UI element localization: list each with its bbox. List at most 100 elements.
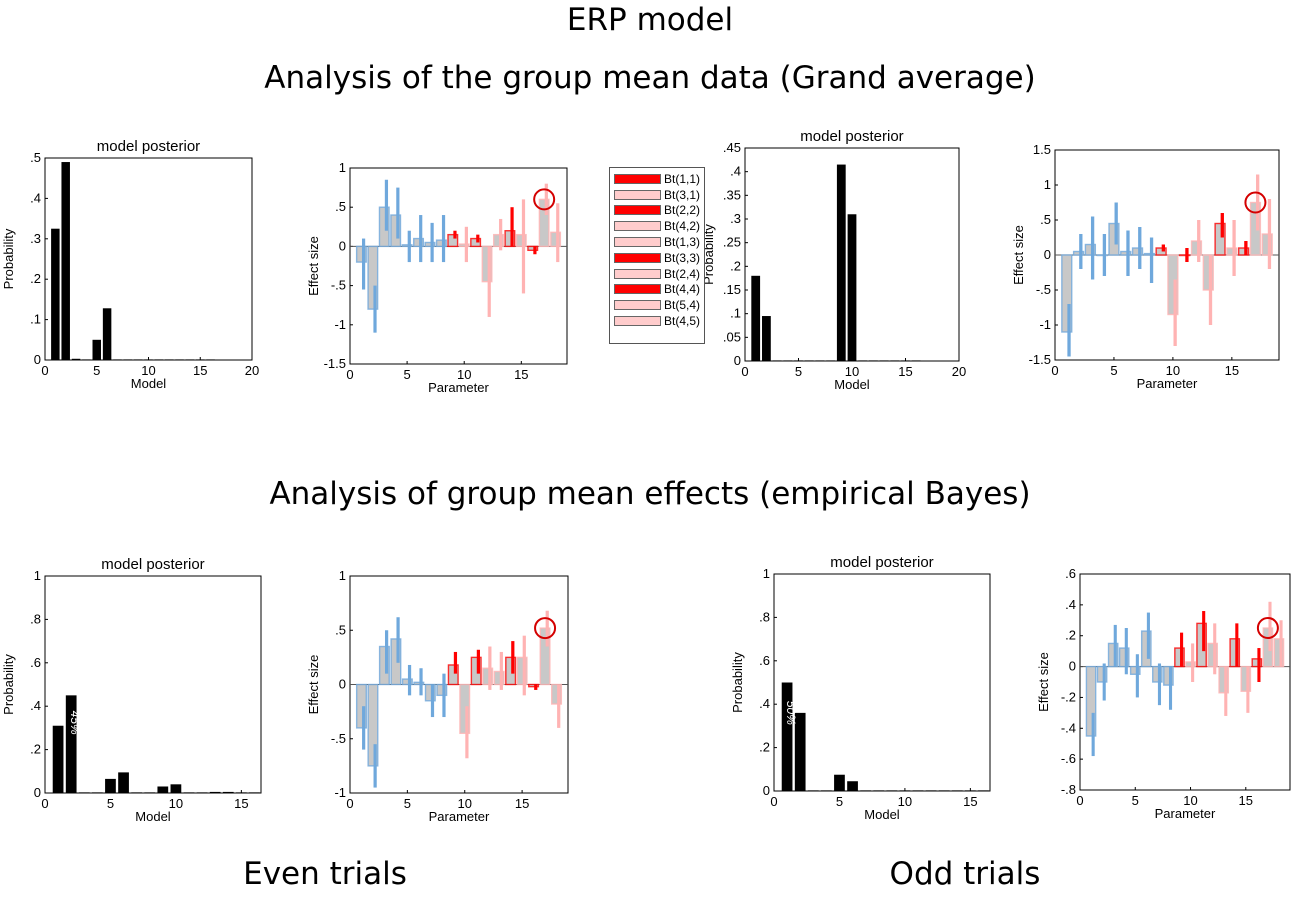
credible-interval bbox=[1157, 663, 1162, 706]
highlight-circle bbox=[533, 188, 556, 211]
y-tick-label: -.4 bbox=[1061, 720, 1076, 735]
credible-interval bbox=[465, 706, 469, 759]
effect-bar bbox=[527, 245, 539, 252]
posterior-bar bbox=[772, 360, 782, 361]
effect-bar bbox=[505, 656, 517, 686]
posterior-bar bbox=[847, 781, 858, 791]
effect-bar bbox=[1061, 254, 1073, 333]
credible-interval bbox=[476, 234, 480, 243]
x-axis-label: Model bbox=[131, 376, 167, 391]
y-tick-label: 1 bbox=[1044, 177, 1051, 192]
credible-interval bbox=[1232, 220, 1236, 276]
legend-item: Bt(4,2) bbox=[614, 218, 700, 234]
credible-interval bbox=[1091, 712, 1095, 757]
posterior-bar bbox=[102, 308, 112, 360]
y-tick-label: -.5 bbox=[1036, 282, 1051, 297]
x-tick-label: 15 bbox=[234, 796, 248, 811]
credible-interval bbox=[1079, 234, 1083, 269]
footer-even-trials: Even trials bbox=[243, 856, 407, 892]
posterior-bar bbox=[206, 359, 215, 360]
posterior-bar bbox=[196, 359, 205, 360]
legend-item: Bt(5,4) bbox=[614, 297, 700, 313]
x-tick-label: 5 bbox=[403, 367, 410, 382]
legend-swatch bbox=[614, 268, 661, 279]
y-tick-label: .2 bbox=[730, 258, 741, 273]
posterior-bar bbox=[836, 164, 846, 361]
credible-interval bbox=[476, 649, 480, 674]
posterior-bar bbox=[858, 360, 868, 361]
figure-title: ERP model bbox=[566, 2, 734, 38]
posterior-bar bbox=[170, 784, 182, 793]
posterior-bar bbox=[183, 792, 195, 793]
bar-percent-label: 45% bbox=[68, 711, 82, 735]
credible-interval bbox=[1180, 632, 1184, 667]
effect-bar bbox=[1196, 622, 1207, 668]
y-tick-label: 1 bbox=[763, 566, 770, 581]
effect-bar bbox=[447, 664, 459, 686]
posterior-bar bbox=[762, 316, 771, 361]
credible-interval bbox=[1235, 623, 1239, 667]
x-tick-label: 0 bbox=[41, 796, 48, 811]
posterior-bar bbox=[118, 772, 129, 793]
x-tick-label: 15 bbox=[1239, 793, 1253, 808]
legend-label: Bt(2,2) bbox=[663, 203, 700, 218]
effect-bar bbox=[1072, 250, 1085, 256]
credible-interval bbox=[1138, 227, 1142, 269]
effect-bar bbox=[1107, 642, 1119, 668]
y-tick-label: .4 bbox=[759, 696, 770, 711]
x-tick-label: 0 bbox=[41, 363, 48, 378]
x-tick-label: 0 bbox=[741, 364, 748, 379]
credible-interval bbox=[373, 744, 377, 788]
credible-interval bbox=[384, 630, 389, 674]
effect-bar bbox=[516, 656, 528, 686]
effect-bar bbox=[367, 245, 379, 310]
credible-interval bbox=[441, 215, 446, 263]
highlight-circle bbox=[1244, 191, 1267, 214]
posterior-bar bbox=[794, 360, 803, 361]
x-tick-label: 15 bbox=[515, 796, 529, 811]
chart-title: model posterior bbox=[101, 556, 204, 573]
effect-bar bbox=[413, 681, 425, 686]
legend-swatch bbox=[614, 237, 661, 248]
legend-swatch bbox=[614, 300, 661, 311]
effect-bar bbox=[528, 683, 540, 688]
posterior-bar bbox=[911, 360, 921, 361]
effect-bar bbox=[1096, 254, 1108, 257]
effect-bar bbox=[1084, 243, 1097, 256]
y-tick-label: .2 bbox=[30, 271, 41, 286]
credible-interval bbox=[544, 183, 548, 216]
x-axis-label: Parameter bbox=[428, 380, 489, 395]
effect-bar bbox=[1273, 638, 1285, 668]
y-tick-label: 1 bbox=[339, 160, 346, 175]
posterior-bar bbox=[860, 790, 872, 791]
plot-frame bbox=[44, 575, 262, 794]
posterior-bar bbox=[815, 360, 825, 361]
legend-item: Bt(3,1) bbox=[614, 187, 700, 203]
effect-bar bbox=[367, 683, 379, 767]
legend-swatch bbox=[614, 221, 661, 232]
x-tick-label: 0 bbox=[1076, 793, 1083, 808]
x-tick-label: 5 bbox=[795, 364, 802, 379]
posterior-bar bbox=[938, 790, 950, 791]
effect-bar bbox=[550, 231, 562, 248]
y-tick-label: .4 bbox=[30, 190, 41, 205]
effect-bar bbox=[378, 645, 390, 686]
y-tick-label: .15 bbox=[723, 282, 741, 297]
effect-bar bbox=[482, 667, 494, 686]
x-tick-label: 0 bbox=[346, 796, 353, 811]
credible-interval bbox=[1149, 237, 1154, 283]
effect-bar bbox=[1152, 665, 1163, 683]
y-tick-label: .25 bbox=[723, 235, 741, 250]
credible-interval bbox=[545, 610, 549, 647]
effect-bar bbox=[1163, 665, 1174, 686]
x-tick-label: 5 bbox=[93, 363, 100, 378]
credible-interval bbox=[488, 646, 492, 690]
legend-swatch bbox=[614, 284, 661, 295]
posterior-bar bbox=[873, 790, 885, 791]
x-axis-label: Parameter bbox=[429, 809, 490, 824]
legend-item: Bt(3,3) bbox=[614, 250, 700, 266]
y-tick-label: .8 bbox=[759, 609, 770, 624]
y-tick-label: .2 bbox=[759, 740, 770, 755]
